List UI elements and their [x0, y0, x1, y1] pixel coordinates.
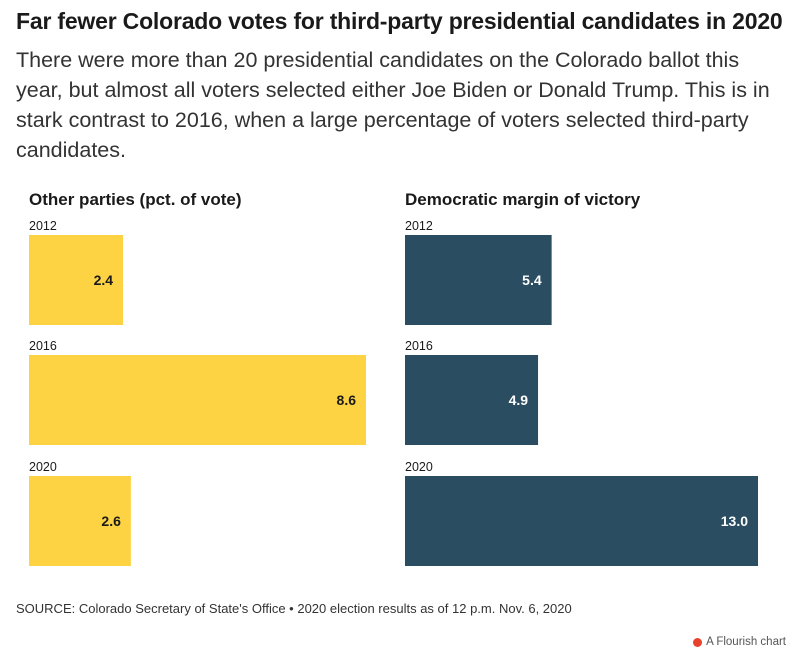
other-parties-panel-title: Other parties (pct. of vote)	[29, 190, 242, 209]
source-note: SOURCE: Colorado Secretary of State's Of…	[16, 601, 572, 616]
other-parties-panel: Other parties (pct. of vote) 2012 2.4 2016 8…	[29, 190, 366, 566]
dem-margin-bar-2012	[405, 235, 552, 325]
other-parties-value-label-2016: 8.6	[337, 392, 357, 408]
small-multiples-bar-chart: Other parties (pct. of vote) 2012 2.4 2016 8…	[29, 190, 758, 566]
dem-margin-value-label-2020: 13.0	[721, 513, 748, 529]
other-parties-bar-2012	[29, 235, 124, 325]
dem-margin-panel: Democratic margin of victory 2012 5.4 2016 4…	[405, 190, 758, 566]
other-parties-year-label-2020: 2020	[29, 460, 57, 474]
dem-margin-value-label-2016: 4.9	[509, 392, 529, 408]
flourish-logo-icon	[693, 637, 703, 647]
chart-subtitle: There were more than 20 presidential can…	[16, 48, 770, 162]
flourish-credit-label: A Flourish chart	[706, 636, 786, 648]
chart-title: Far fewer Colorado votes for third-party…	[16, 8, 783, 34]
dem-margin-bar-2016	[405, 355, 539, 445]
dem-margin-year-label-2016: 2016	[405, 339, 433, 353]
flourish-credit[interactable]: A Flourish chart	[693, 636, 786, 648]
dem-margin-bar-2020	[405, 476, 758, 566]
other-parties-value-label-2012: 2.4	[94, 272, 114, 288]
dem-margin-panel-title: Democratic margin of victory	[405, 190, 641, 209]
other-parties-bar-2020	[29, 476, 131, 566]
dem-margin-year-label-2020: 2020	[405, 460, 433, 474]
dem-margin-value-label-2012: 5.4	[522, 272, 542, 288]
other-parties-year-label-2012: 2012	[29, 219, 57, 233]
other-parties-year-label-2016: 2016	[29, 339, 57, 353]
other-parties-value-label-2020: 2.6	[101, 513, 121, 529]
dem-margin-year-label-2012: 2012	[405, 219, 433, 233]
other-parties-bar-2016	[29, 355, 366, 445]
